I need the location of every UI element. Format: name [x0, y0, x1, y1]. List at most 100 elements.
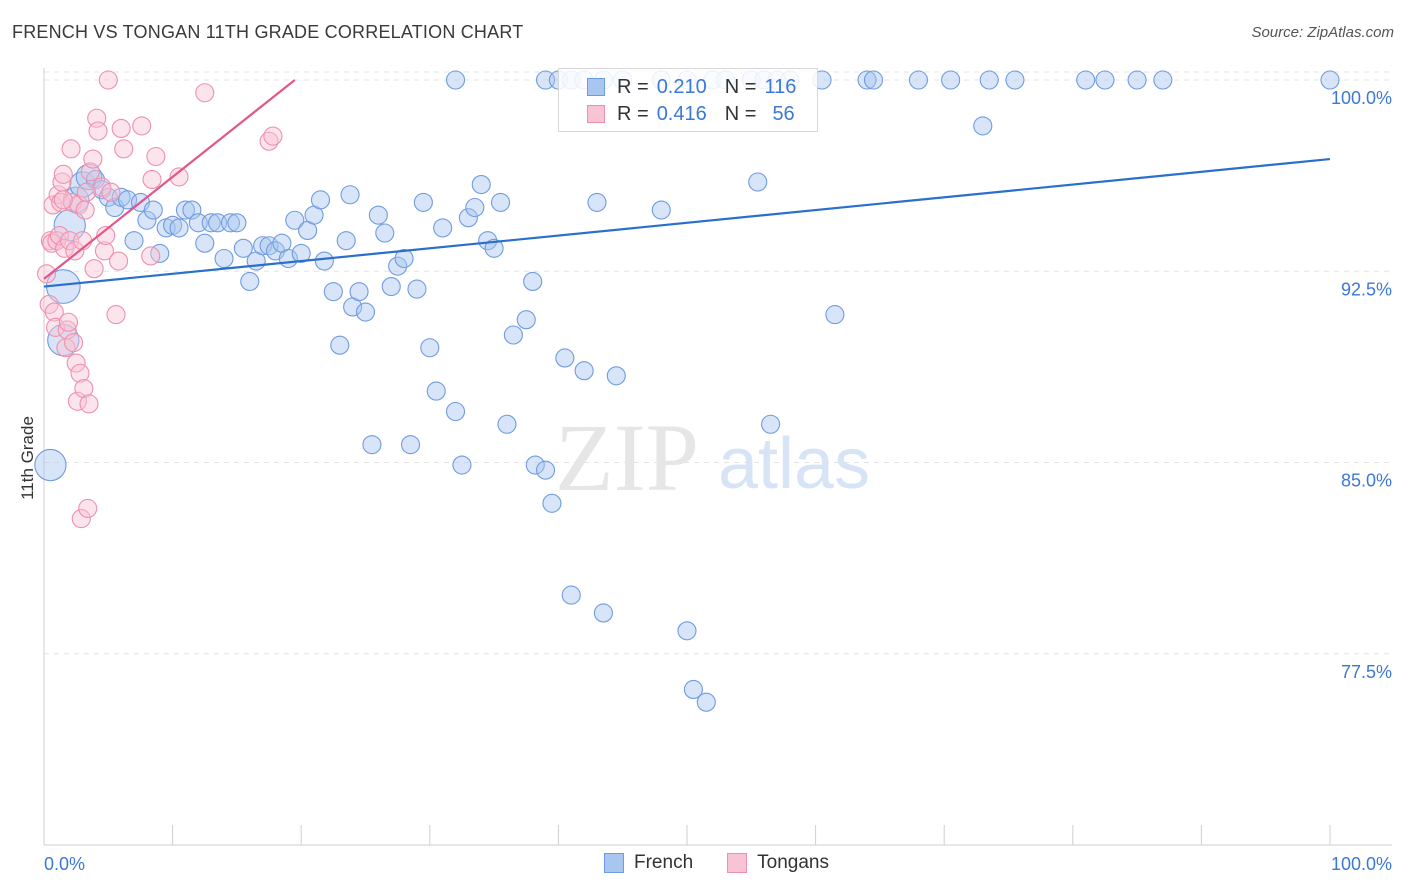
french-point — [388, 256, 408, 276]
french-point — [220, 213, 241, 233]
legend-n-label: N = — [724, 75, 757, 98]
watermark: ZIP atlas — [555, 404, 870, 511]
french-point — [426, 381, 446, 401]
tongans-point — [75, 200, 95, 220]
legend-item-french[interactable]: French — [604, 852, 693, 874]
french-point — [1127, 70, 1147, 90]
french-point — [516, 310, 536, 330]
french-point — [314, 251, 334, 271]
french-point — [143, 200, 163, 220]
french-point — [407, 279, 427, 299]
french-point — [285, 210, 305, 230]
legend-n-value: 56 — [772, 102, 795, 125]
french-point — [863, 70, 884, 90]
french-point — [593, 603, 613, 623]
french-point — [452, 455, 472, 475]
french-point — [979, 70, 999, 90]
x-tick-label: 0.0% — [44, 854, 85, 874]
french-point — [561, 585, 581, 605]
legend-n-label: N = — [724, 102, 757, 125]
french-point — [433, 218, 453, 238]
watermark-atlas: atlas — [718, 424, 870, 504]
data-points — [34, 70, 1340, 712]
y-axis-label: 11th Grade — [18, 416, 37, 500]
tongans-point — [111, 118, 131, 138]
french-point — [195, 233, 215, 253]
tongans-point — [49, 226, 69, 246]
french-point — [169, 218, 189, 238]
legend-label-tongans: Tongans — [757, 852, 829, 873]
french-point — [368, 205, 388, 225]
french-point — [1320, 70, 1340, 90]
legend-n-value: 116 — [764, 75, 797, 98]
tongans-point — [263, 126, 283, 146]
french-point — [1076, 70, 1096, 90]
french-point — [445, 401, 466, 422]
tongans-point — [109, 251, 129, 271]
series-legend: French Tongans — [604, 852, 863, 874]
tongans-point — [132, 116, 152, 136]
tongans-point — [53, 190, 73, 210]
tongans-point — [44, 302, 64, 322]
tongans-point — [96, 226, 116, 246]
french-point — [484, 238, 504, 258]
tongans-point — [64, 333, 84, 353]
french-point — [400, 435, 421, 455]
french-point — [761, 414, 781, 434]
tongans-point — [71, 509, 91, 529]
french-point — [355, 302, 376, 322]
french-point — [253, 236, 273, 256]
french-point — [748, 172, 768, 192]
french-point — [465, 197, 485, 218]
french-point — [908, 70, 929, 90]
french-point — [137, 210, 157, 230]
chart-title: FRENCH VS TONGAN 11TH GRADE CORRELATION … — [12, 22, 524, 42]
tongans-point — [195, 83, 215, 103]
legend-item-tongans[interactable]: Tongans — [727, 852, 829, 874]
tongans-point — [65, 241, 85, 261]
french-point — [420, 338, 440, 358]
source-note: Source: ZipAtlas.com — [1251, 24, 1394, 41]
tongans-point — [259, 131, 279, 151]
tongans-point — [46, 317, 66, 337]
french-point — [973, 116, 993, 136]
tongans-point — [98, 70, 118, 90]
grid-lines — [44, 71, 1392, 655]
french-point — [124, 231, 144, 251]
french-point — [606, 366, 626, 386]
french-point — [503, 325, 523, 345]
legend-r-label: R = — [617, 102, 649, 125]
tongans-point — [94, 241, 114, 261]
french-point — [362, 435, 382, 455]
tongans-point — [37, 264, 57, 284]
y-tick-label: 77.5% — [1341, 662, 1392, 682]
tongans-point — [114, 139, 134, 159]
legend-row-french: R = 0.210 N = 116 — [559, 74, 796, 100]
french-point — [381, 276, 401, 297]
french-point — [857, 70, 877, 90]
french-point — [330, 335, 350, 355]
tongans-point — [169, 167, 189, 187]
french-point — [233, 238, 253, 258]
french-point — [240, 271, 260, 292]
french-point — [523, 271, 543, 292]
french-point — [340, 185, 360, 205]
tongans-point — [146, 146, 166, 167]
french-point — [683, 679, 703, 700]
legend-swatch-french — [587, 78, 605, 96]
y-tick-label: 85.0% — [1341, 471, 1392, 491]
tongans-point — [141, 246, 161, 266]
french-point — [677, 621, 697, 641]
tongans-point — [76, 182, 96, 202]
legend-label-french: French — [634, 852, 694, 873]
french-point — [497, 414, 517, 434]
french-point — [471, 175, 491, 195]
tongans-point — [78, 498, 98, 518]
french-point — [375, 223, 395, 243]
french-point — [291, 243, 311, 263]
tongans-point — [79, 394, 99, 414]
french-point — [310, 190, 331, 210]
tongans-point — [83, 149, 103, 169]
french-point — [490, 192, 511, 212]
